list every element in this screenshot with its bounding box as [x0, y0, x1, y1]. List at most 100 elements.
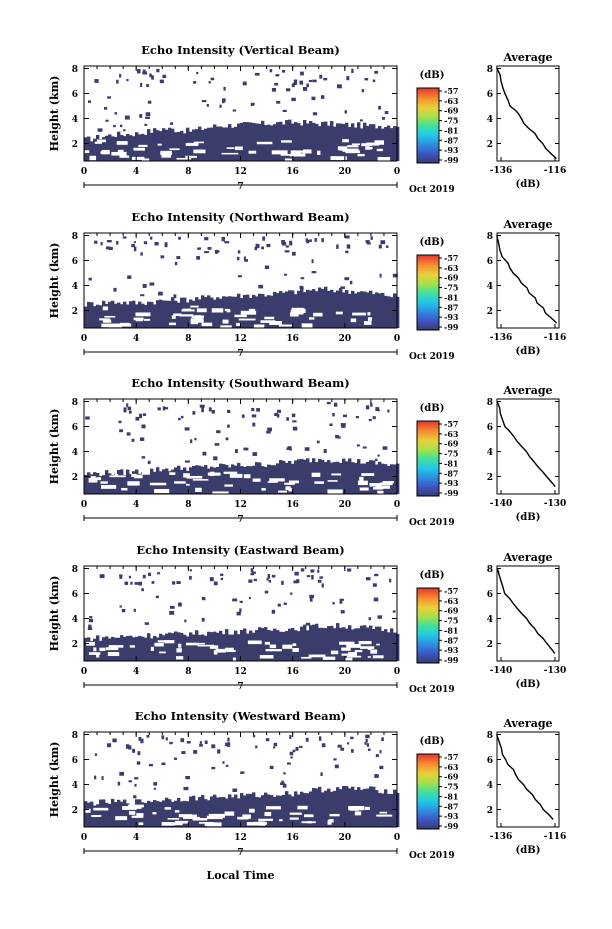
echo-gap — [161, 154, 172, 158]
echo-gap — [152, 812, 157, 815]
x-tick-label: 0 — [81, 667, 87, 677]
echo-gap — [131, 473, 137, 478]
colorbar-cell — [417, 613, 439, 616]
echo-column — [114, 802, 118, 827]
echo-speck — [127, 406, 132, 411]
colorbar-cell — [417, 661, 439, 664]
echo-gap — [264, 641, 270, 645]
echo-column — [111, 136, 115, 161]
echo-gap — [359, 476, 364, 481]
echo-speck — [308, 79, 313, 83]
profile-y-tick-label: 6 — [487, 590, 493, 600]
echo-speck — [178, 236, 181, 240]
echo-column — [165, 797, 169, 827]
colorbar-cell — [417, 158, 439, 161]
echo-gap — [295, 150, 308, 153]
echo-speck — [208, 407, 212, 412]
echo-column — [105, 135, 109, 161]
echo-column — [321, 627, 325, 661]
echo-speck — [277, 409, 282, 413]
echo-speck — [236, 256, 240, 261]
echo-gap — [179, 314, 194, 317]
echo-speck — [267, 574, 270, 579]
echo-speck — [223, 86, 226, 91]
echo-column — [114, 136, 118, 161]
echo-column — [216, 297, 220, 328]
colorbar-cell — [417, 793, 439, 796]
echo-speck — [291, 97, 296, 102]
x-tick-label: 12 — [234, 833, 247, 843]
x-tick-label: 20 — [339, 667, 352, 677]
colorbar-cell — [417, 122, 439, 125]
echo-speck — [116, 79, 119, 84]
colorbar-cell — [417, 435, 439, 438]
y-tick-label: 8 — [72, 232, 78, 242]
echo-gap — [167, 817, 180, 820]
echo-column — [99, 305, 103, 328]
y-axis-label: Height (km) — [48, 243, 61, 319]
echo-speck — [174, 261, 178, 266]
echo-speck — [378, 244, 382, 249]
colorbar-cell — [417, 800, 439, 803]
echo-speck — [392, 610, 396, 613]
echo-gap — [169, 148, 180, 151]
echo-gap — [117, 149, 124, 153]
echo-column — [378, 461, 382, 494]
profile-x-label: (dB) — [516, 679, 541, 690]
echo-speck — [131, 244, 135, 248]
colorbar-cell — [417, 276, 439, 279]
echo-column — [246, 633, 250, 661]
echo-speck — [374, 573, 379, 577]
echo-column — [186, 801, 190, 827]
echo-speck — [142, 413, 147, 417]
echo-speck — [141, 588, 144, 592]
echo-speck — [184, 619, 187, 623]
echo-column — [366, 461, 370, 494]
echo-speck — [364, 78, 369, 81]
echo-column — [351, 290, 355, 328]
echo-speck — [128, 410, 132, 414]
echo-column — [282, 124, 286, 161]
colorbar-cell — [417, 259, 439, 262]
echo-gap — [88, 652, 101, 655]
echo-column — [381, 292, 385, 328]
y-tick-label: 6 — [72, 257, 78, 267]
colorbar-cell — [417, 467, 439, 470]
echo-gap — [185, 142, 199, 146]
echo-speck — [271, 609, 276, 614]
echo-speck — [112, 125, 116, 128]
echo-speck — [232, 598, 238, 602]
echo-column — [237, 634, 241, 661]
x-tick-label: 0 — [394, 500, 400, 510]
echo-speck — [311, 96, 316, 101]
echo-column — [330, 462, 334, 494]
echo-gap — [289, 312, 299, 317]
echo-column — [330, 121, 334, 161]
x-tick-label: 20 — [339, 833, 352, 843]
echo-column — [99, 139, 103, 161]
echo-gap — [342, 148, 359, 152]
echo-column — [219, 630, 223, 661]
echo-gap — [330, 156, 347, 161]
echo-column — [198, 797, 202, 827]
echo-speck — [374, 774, 379, 778]
colorbar-cell — [417, 319, 439, 322]
echo-gap — [256, 141, 273, 145]
colorbar-cell — [417, 811, 439, 814]
echo-speck — [123, 129, 126, 132]
echo-gap — [226, 649, 236, 653]
echo-speck — [133, 795, 137, 799]
colorbar-cell — [417, 805, 439, 808]
echo-gap — [197, 644, 215, 647]
colorbar-unit: (dB) — [420, 736, 445, 747]
echo-speck — [256, 408, 260, 412]
echo-column — [396, 296, 400, 328]
colorbar-tick-label: -99 — [444, 655, 459, 665]
echo-gap — [238, 318, 256, 321]
colorbar-cell — [417, 138, 439, 141]
echo-column — [162, 128, 166, 161]
echo-speck — [169, 605, 175, 609]
echo-gap — [134, 474, 143, 479]
colorbar-cell — [417, 305, 439, 308]
colorbar-cell — [417, 446, 439, 449]
